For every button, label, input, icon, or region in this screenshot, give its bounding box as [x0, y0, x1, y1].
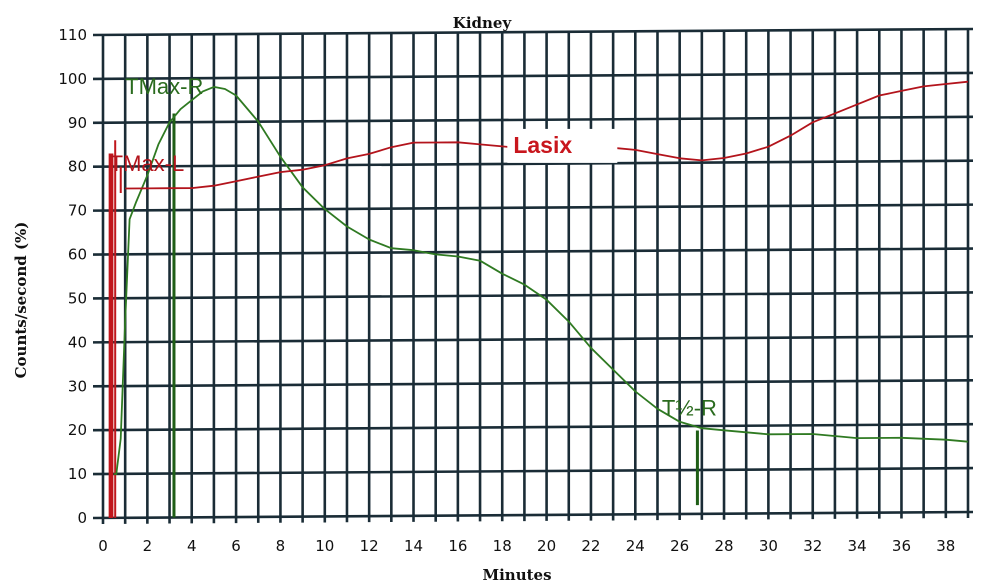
- gridline-y-10: [92, 466, 974, 476]
- x-axis-ticks: 0 2 4 6 8 10 12 14 16 18 20 22 24 26 28 30 32 34 36 38: [98, 537, 955, 555]
- time-markers: [108, 113, 699, 518]
- gridline-y-110: [92, 27, 974, 37]
- y-tick-label: 10: [68, 465, 87, 483]
- annotation-tmax-r: TMax-R: [125, 74, 203, 99]
- x-tick-label: 30: [759, 537, 778, 555]
- x-tick-label: 26: [670, 537, 689, 555]
- x-tick-label: 22: [581, 537, 600, 555]
- chart-title: Kidney: [453, 14, 513, 32]
- x-tick-label: 20: [537, 537, 556, 555]
- gridline-y-60: [92, 247, 974, 256]
- annotation-t-r: T½-R: [662, 395, 717, 420]
- x-tick-label: 0: [98, 537, 108, 555]
- gridline-y-100: [92, 71, 974, 81]
- gridline-y-90: [92, 115, 974, 125]
- x-tick-label: 12: [360, 537, 379, 555]
- x-tick-label: 28: [714, 537, 733, 555]
- horizontal-gridlines: [92, 27, 974, 520]
- gridline-y-50: [92, 291, 974, 300]
- y-axis-ticks: 0 10 20 30 40 50 60 70 80 90 100 110: [58, 26, 87, 527]
- series-line-0: [114, 86, 969, 475]
- x-tick-label: 10: [315, 537, 334, 555]
- y-tick-label: 110: [58, 26, 87, 44]
- y-tick-label: 80: [68, 158, 87, 176]
- x-tick-label: 4: [187, 537, 197, 555]
- y-tick-label: 70: [68, 202, 87, 220]
- x-tick-label: 24: [626, 537, 645, 555]
- x-tick-label: 8: [276, 537, 286, 555]
- y-tick-label: 30: [68, 377, 87, 395]
- y-tick-label: 90: [68, 114, 87, 132]
- x-tick-label: 38: [936, 537, 955, 555]
- gridline-y-20: [92, 422, 974, 432]
- y-axis-title: Counts/second (%): [12, 222, 30, 379]
- gridline-y-80: [92, 159, 974, 169]
- y-tick-label: 100: [58, 70, 87, 88]
- annotation-lasix: Lasix: [513, 132, 572, 158]
- x-tick-label: 36: [892, 537, 911, 555]
- gridline-y-40: [92, 335, 974, 344]
- x-axis-title: Minutes: [482, 566, 551, 584]
- x-tick-label: 16: [448, 537, 467, 555]
- y-tick-label: 60: [68, 246, 87, 264]
- x-tick-label: 32: [803, 537, 822, 555]
- y-tick-label: 50: [68, 289, 87, 307]
- vertical-gridlines: [101, 29, 970, 524]
- gridline-y-0: [92, 510, 974, 520]
- y-tick-label: 40: [68, 333, 87, 351]
- x-tick-label: 2: [143, 537, 153, 555]
- curve-annotations: TMax-R TMax-L Lasix T½-R: [110, 74, 717, 420]
- x-tick-label: 34: [848, 537, 867, 555]
- lasix-label-bg: [507, 128, 618, 163]
- annotation-tmax-l: TMax-L: [110, 151, 185, 176]
- x-tick-label: 14: [404, 537, 423, 555]
- marker-tmax-l-spikes: [108, 140, 122, 518]
- y-tick-label: 20: [68, 421, 87, 439]
- gridline-y-30: [92, 378, 974, 388]
- y-tick-label: 0: [77, 509, 87, 527]
- gridline-y-70: [92, 203, 974, 212]
- x-tick-label: 18: [493, 537, 512, 555]
- x-tick-label: 6: [231, 537, 241, 555]
